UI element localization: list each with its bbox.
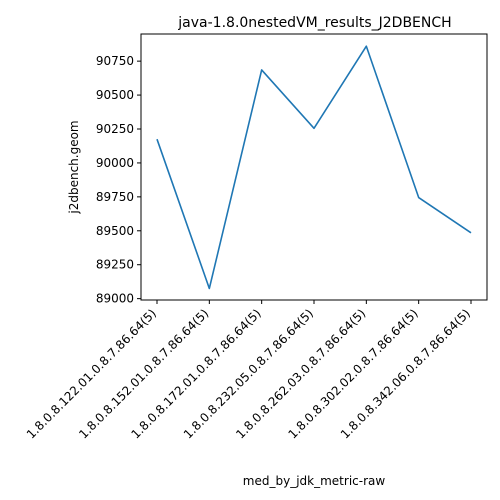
y-tick-label: 89250 xyxy=(96,258,134,272)
x-axis: 1.8.0.8.122.01.0.8.7.86.64(5)1.8.0.8.152… xyxy=(24,300,473,442)
x-axis-label: med_by_jdk_metric-raw xyxy=(243,474,386,488)
y-tick-label: 89500 xyxy=(96,224,134,238)
y-tick-label: 89750 xyxy=(96,190,134,204)
y-tick-label: 90250 xyxy=(96,122,134,136)
y-axis-label: j2dbench.geom xyxy=(67,120,81,214)
y-tick-label: 90500 xyxy=(96,88,134,102)
plot-frame xyxy=(140,33,488,301)
chart-title: java-1.8.0nestedVM_results_J2DBENCH xyxy=(177,15,451,31)
plot-area xyxy=(140,33,488,301)
y-tick-label: 89000 xyxy=(96,292,134,306)
y-tick-label: 90000 xyxy=(96,156,134,170)
y-axis: 89000 89250 89500 89750 90000 90250 90500 90750 xyxy=(96,54,141,306)
series-line xyxy=(156,45,472,290)
y-tick-label: 90750 xyxy=(96,54,134,68)
